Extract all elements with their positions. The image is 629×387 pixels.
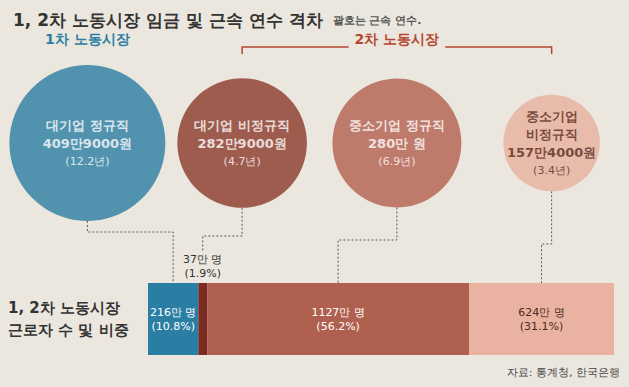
svg-text:자료: 통계청, 한국은행: 자료: 통계청, 한국은행 <box>507 366 620 379</box>
svg-text:(1.9%): (1.9%) <box>184 267 221 280</box>
svg-text:(10.8%): (10.8%) <box>151 320 195 333</box>
svg-text:(12.2년): (12.2년) <box>65 155 109 168</box>
svg-text:280만 원: 280만 원 <box>368 136 426 151</box>
svg-text:1차 노동시장: 1차 노동시장 <box>45 31 130 47</box>
svg-text:216만 명: 216만 명 <box>150 306 197 319</box>
svg-text:(6.9년): (6.9년) <box>378 155 415 168</box>
svg-text:409만9000원: 409만9000원 <box>43 136 132 151</box>
svg-text:282만9000원: 282만9000원 <box>197 136 286 151</box>
svg-text:2차 노동시장: 2차 노동시장 <box>355 31 440 47</box>
svg-text:괄호는 근속 연수.: 괄호는 근속 연수. <box>333 14 422 27</box>
svg-text:대기업 비정규직: 대기업 비정규직 <box>194 118 290 133</box>
svg-text:(3.4년): (3.4년) <box>533 164 570 177</box>
svg-text:624만 명: 624만 명 <box>518 306 565 319</box>
svg-text:1, 2차 노동시장 임금 및 근속 연수 격차: 1, 2차 노동시장 임금 및 근속 연수 격차 <box>13 10 323 30</box>
svg-text:(4.7년): (4.7년) <box>224 155 261 168</box>
svg-text:1127만 명: 1127만 명 <box>311 306 365 319</box>
svg-text:(31.1%): (31.1%) <box>520 320 564 333</box>
svg-text:대기업 정규직: 대기업 정규직 <box>46 118 129 133</box>
svg-text:37만 명: 37만 명 <box>183 253 223 266</box>
svg-text:근로자 수 및 비중: 근로자 수 및 비중 <box>8 321 129 339</box>
svg-text:1, 2차 노동시장: 1, 2차 노동시장 <box>8 299 120 317</box>
svg-text:비정규직: 비정규직 <box>526 127 578 142</box>
svg-text:중소기업: 중소기업 <box>526 109 578 124</box>
svg-text:(56.2%): (56.2%) <box>316 320 360 333</box>
svg-text:157만4000원: 157만4000원 <box>507 145 596 160</box>
svg-text:중소기업 정규직: 중소기업 정규직 <box>349 118 445 133</box>
